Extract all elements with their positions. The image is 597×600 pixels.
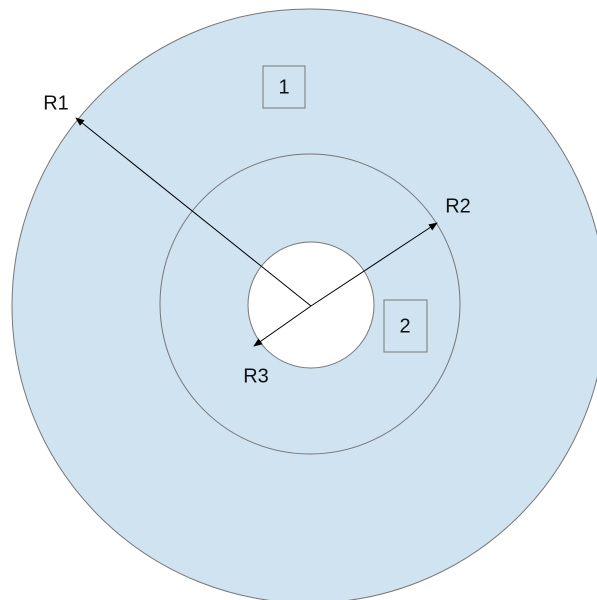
middle-circle [159, 153, 461, 455]
r1-arrow [75, 117, 312, 307]
r2-label: R2 [445, 195, 471, 217]
region-box [383, 299, 428, 353]
region-label: 2 [399, 315, 410, 337]
inner-circle [247, 241, 375, 369]
r1-label: R1 [43, 92, 69, 114]
region-box [262, 65, 306, 109]
r3-label: R3 [243, 365, 269, 387]
r2-arrow [310, 222, 438, 307]
r3-arrow [253, 305, 312, 347]
region-label: 1 [278, 76, 289, 98]
